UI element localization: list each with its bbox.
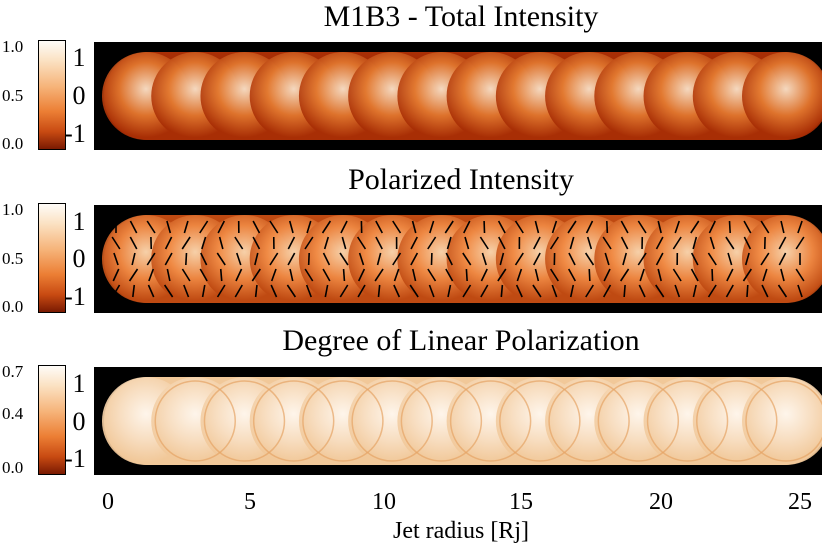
y-tick-zero: 0 [72, 81, 86, 110]
colorbar-tick-max: 1.0 [2, 200, 24, 219]
knot-outline [499, 380, 581, 462]
knot-outline [597, 380, 680, 462]
jet-knot [742, 377, 822, 465]
y-tick-zero: 0 [72, 244, 86, 273]
knot-outline [203, 380, 286, 462]
knot-outline [449, 380, 532, 462]
colorbar-tick-max: 0.7 [2, 362, 24, 381]
colorbar-tick-mid: 0.5 [2, 249, 24, 268]
knot-outline [745, 380, 822, 462]
colorbar-tick-min: 0.0 [2, 297, 24, 316]
jet-map-total-intensity [102, 52, 822, 140]
y-tick-zero: 0 [72, 407, 86, 436]
jet-map-polarized-intensity [102, 215, 822, 303]
colorbar-tick-min: 0.0 [2, 458, 24, 477]
knot-outline [154, 380, 236, 462]
y-tick-plus-one: 1 [72, 207, 86, 236]
colorbar-tick-mid: 0.4 [2, 404, 24, 423]
knot-outline [351, 380, 433, 462]
colorbar-tick-mid: 0.5 [2, 86, 24, 105]
panel-title-degree-linear-polarization: Degree of Linear Polarization [282, 324, 640, 357]
x-tick-25: 25 [788, 489, 812, 515]
colorbar-tick-max: 1.0 [2, 37, 24, 56]
knot-outline [548, 380, 630, 462]
jet-map-degree-polarization [102, 377, 822, 465]
x-tick-10: 10 [372, 489, 396, 515]
knot-outline [302, 380, 384, 462]
y-tick-plus-one: 1 [72, 43, 86, 72]
y-tick-minus-one: -1 [64, 119, 86, 148]
knot-outline [696, 380, 778, 462]
polarization-vectors [111, 220, 805, 298]
panel-degree-linear-polarization [94, 367, 822, 475]
knot-outline [400, 380, 483, 462]
y-tick-minus-one: -1 [64, 282, 86, 311]
panel-title-polarized-intensity: Polarized Intensity [348, 163, 574, 196]
jet-knot [742, 52, 822, 140]
y-tick-plus-one: 1 [72, 369, 86, 398]
x-tick-20: 20 [649, 489, 673, 515]
knot-outline [646, 380, 729, 462]
colorbar-degree-polarization [38, 365, 66, 475]
knot-outline [252, 380, 335, 462]
x-tick-15: 15 [509, 489, 533, 515]
y-tick-minus-one: -1 [64, 444, 86, 473]
panel-total-intensity [94, 42, 822, 150]
x-axis-label: Jet radius [Rj] [393, 518, 529, 544]
colorbar-tick-min: 0.0 [2, 134, 24, 153]
x-tick-5: 5 [244, 489, 256, 515]
colorbar-total-intensity [38, 40, 66, 150]
panel-polarized-intensity [94, 205, 822, 313]
panel-title-total-intensity: M1B3 - Total Intensity [323, 0, 599, 33]
x-tick-0: 0 [102, 489, 114, 515]
colorbar-polarized-intensity [38, 203, 66, 313]
